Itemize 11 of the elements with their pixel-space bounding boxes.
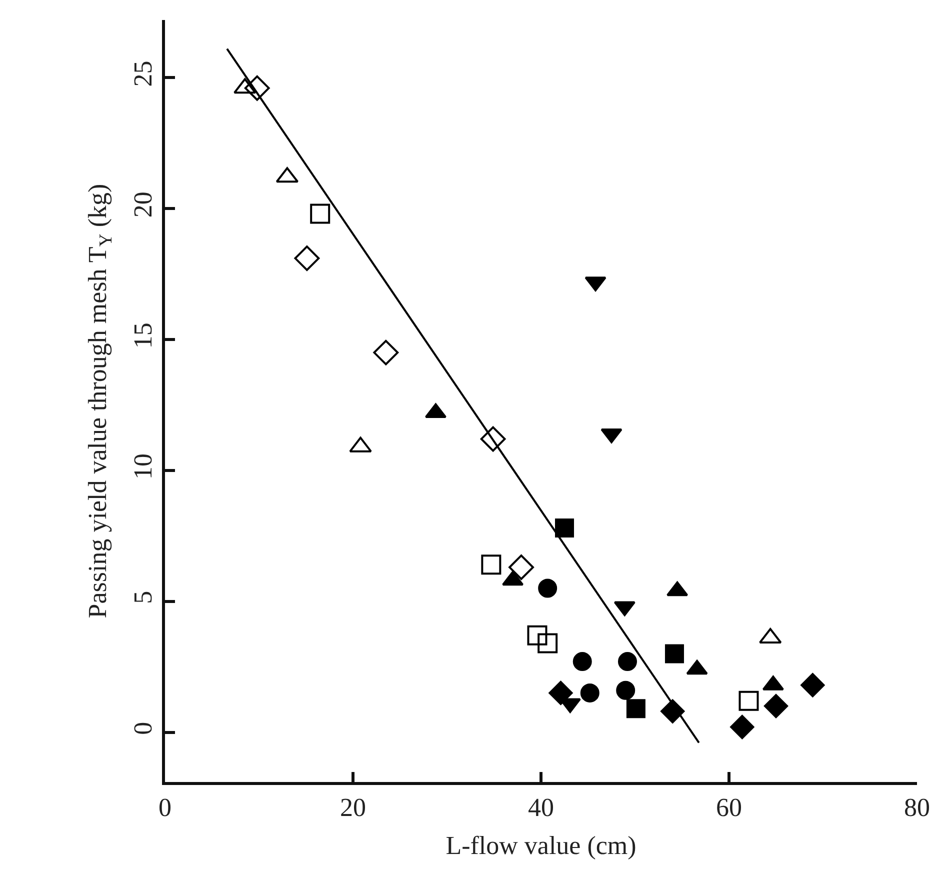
x-tick-label: 80 (904, 793, 930, 822)
x-axis-title: L-flow value (cm) (446, 830, 636, 860)
y-tick-label: 10 (128, 453, 158, 480)
y-tick-label: 0 (128, 722, 158, 735)
y-tick-label: 20 (128, 192, 158, 218)
x-tick-label: 20 (340, 793, 366, 822)
x-tick-label: 40 (528, 793, 554, 822)
y-tick-label: 25 (128, 60, 158, 87)
y-tick-label: 5 (128, 590, 158, 604)
x-tick-label: 60 (716, 793, 742, 822)
y-tick-label: 15 (128, 322, 158, 349)
